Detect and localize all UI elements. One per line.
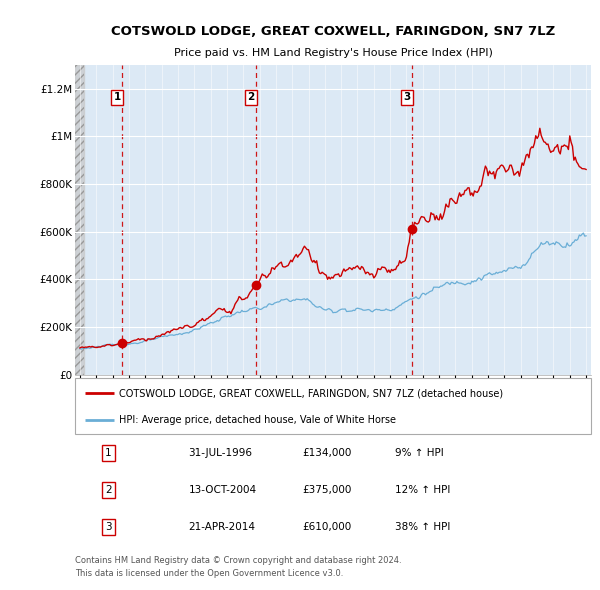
Text: Price paid vs. HM Land Registry's House Price Index (HPI): Price paid vs. HM Land Registry's House …	[173, 48, 493, 58]
Text: £375,000: £375,000	[302, 485, 352, 495]
Text: 12% ↑ HPI: 12% ↑ HPI	[395, 485, 450, 495]
Text: HPI: Average price, detached house, Vale of White Horse: HPI: Average price, detached house, Vale…	[119, 415, 396, 425]
Text: £134,000: £134,000	[302, 448, 352, 458]
Text: 31-JUL-1996: 31-JUL-1996	[188, 448, 253, 458]
Text: COTSWOLD LODGE, GREAT COXWELL, FARINGDON, SN7 7LZ (detached house): COTSWOLD LODGE, GREAT COXWELL, FARINGDON…	[119, 388, 503, 398]
Text: Contains HM Land Registry data © Crown copyright and database right 2024.: Contains HM Land Registry data © Crown c…	[75, 556, 401, 565]
Bar	[75, 65, 84, 375]
Text: 1: 1	[113, 93, 121, 103]
Text: 13-OCT-2004: 13-OCT-2004	[188, 485, 257, 495]
Text: 21-APR-2014: 21-APR-2014	[188, 522, 256, 532]
Text: 38% ↑ HPI: 38% ↑ HPI	[395, 522, 450, 532]
Text: This data is licensed under the Open Government Licence v3.0.: This data is licensed under the Open Gov…	[75, 569, 343, 578]
Text: COTSWOLD LODGE, GREAT COXWELL, FARINGDON, SN7 7LZ: COTSWOLD LODGE, GREAT COXWELL, FARINGDON…	[111, 25, 555, 38]
Text: 2: 2	[248, 93, 255, 103]
FancyBboxPatch shape	[75, 378, 591, 434]
Text: 2: 2	[105, 485, 112, 495]
Text: 3: 3	[105, 522, 112, 532]
Text: £610,000: £610,000	[302, 522, 351, 532]
Bar	[75, 65, 84, 375]
Text: 3: 3	[403, 93, 410, 103]
Text: 9% ↑ HPI: 9% ↑ HPI	[395, 448, 443, 458]
Text: 1: 1	[105, 448, 112, 458]
